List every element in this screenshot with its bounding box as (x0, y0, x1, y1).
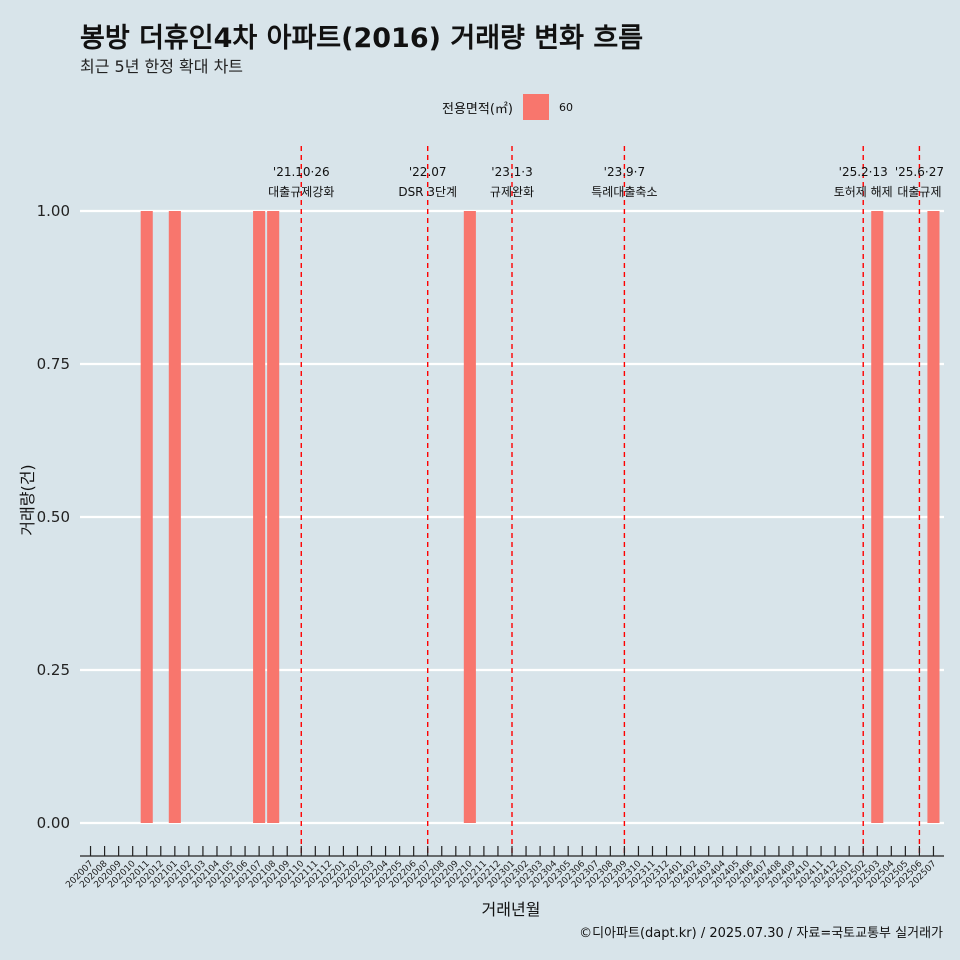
bar (267, 211, 280, 823)
event-date-label: '21.10·26 (273, 165, 330, 179)
event-label: 대출규제강화 (268, 185, 334, 199)
event-label: DSR 3단계 (398, 185, 457, 199)
event-date-label: '23.9·7 (604, 165, 645, 179)
legend-title: 전용면적(㎡) (442, 101, 513, 117)
legend-swatch (522, 94, 549, 120)
y-tick-label: 0.75 (37, 355, 70, 373)
source-caption: ©디아파트(dapt.kr) / 2025.07.30 / 자료=국토교통부 실… (579, 926, 943, 941)
legend-item-label: 60 (558, 100, 573, 114)
y-tick-label: 0.50 (37, 508, 70, 526)
chart-subtitle: 최근 5년 한정 확대 차트 (80, 57, 244, 76)
event-label: 특례대출축소 (591, 185, 657, 199)
y-tick-label: 0.25 (37, 661, 70, 679)
event-date-label: '22.07 (409, 165, 447, 179)
event-label: 대출규제 (897, 185, 941, 199)
bar (140, 211, 153, 823)
event-date-label: '25.6·27 (895, 165, 944, 179)
bar (253, 211, 266, 823)
y-axis-title: 거래량(건) (18, 464, 37, 535)
bar (463, 211, 476, 823)
x-axis-title: 거래년월 (482, 900, 541, 919)
event-label: 토허제 해제 (834, 185, 893, 199)
legend: 전용면적(㎡) 60 (442, 93, 573, 121)
bar (168, 211, 181, 823)
bar (871, 211, 884, 823)
event-date-label: '23.1·3 (491, 165, 532, 179)
event-label: 규제완화 (490, 185, 534, 199)
bar (927, 211, 940, 823)
y-tick-label: 0.00 (37, 814, 70, 832)
event-date-label: '25.2·13 (839, 165, 888, 179)
y-tick-label: 1.00 (37, 202, 70, 220)
chart-title: 봉방 더휴인4차 아파트(2016) 거래량 변화 흐름 (80, 23, 644, 54)
